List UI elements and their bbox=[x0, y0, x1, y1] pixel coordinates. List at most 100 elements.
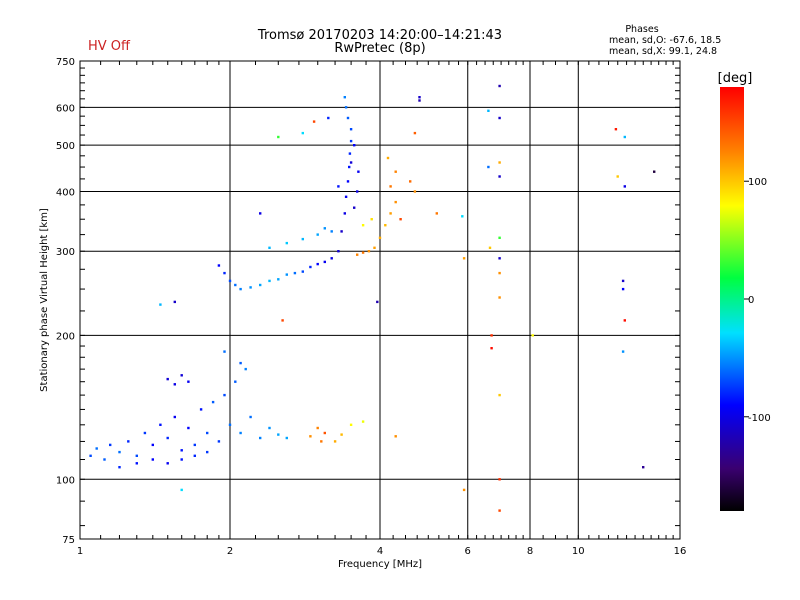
data-point bbox=[89, 454, 92, 457]
data-point bbox=[244, 367, 247, 371]
data-point bbox=[166, 462, 169, 465]
data-point bbox=[234, 380, 237, 383]
data-point bbox=[386, 156, 390, 160]
data-point bbox=[621, 350, 625, 353]
data-point bbox=[642, 466, 645, 469]
data-point bbox=[498, 175, 501, 178]
data-point bbox=[367, 250, 371, 253]
data-point bbox=[135, 454, 138, 457]
minor-ticks bbox=[80, 61, 680, 539]
data-point bbox=[621, 279, 625, 283]
data-point bbox=[151, 443, 154, 447]
data-point bbox=[118, 466, 121, 469]
y-tick-label: 500 bbox=[56, 141, 75, 152]
data-point bbox=[228, 423, 232, 426]
data-point bbox=[268, 246, 271, 249]
y-tick-label: 100 bbox=[56, 475, 75, 486]
data-point bbox=[373, 246, 376, 249]
data-point bbox=[323, 260, 326, 264]
data-point bbox=[316, 262, 319, 266]
data-point bbox=[151, 458, 154, 461]
data-point bbox=[301, 237, 304, 241]
data-point bbox=[353, 206, 356, 209]
data-point bbox=[461, 215, 464, 218]
data-point bbox=[206, 431, 209, 435]
data-point bbox=[173, 300, 176, 304]
y-axis-label: Stationary phase Virtual Height [km] bbox=[39, 208, 50, 392]
data-point bbox=[333, 440, 337, 443]
y-tick-label: 600 bbox=[56, 103, 75, 114]
data-point bbox=[356, 190, 359, 193]
data-point bbox=[281, 319, 284, 322]
x-tick-label: 16 bbox=[674, 546, 687, 557]
data-point bbox=[217, 440, 221, 443]
data-point bbox=[409, 180, 412, 183]
data-point bbox=[653, 170, 656, 173]
data-point bbox=[498, 478, 501, 481]
data-point bbox=[249, 286, 252, 289]
data-point bbox=[498, 116, 501, 120]
data-point bbox=[127, 440, 130, 443]
data-point bbox=[316, 426, 319, 430]
data-point bbox=[344, 106, 348, 109]
data-point bbox=[180, 488, 183, 492]
data-point bbox=[109, 443, 112, 447]
data-point bbox=[337, 185, 340, 188]
data-point bbox=[277, 278, 280, 281]
data-point bbox=[330, 230, 333, 233]
y-tick-label: 200 bbox=[56, 331, 75, 342]
colorbar-tick-label: 100 bbox=[748, 177, 767, 188]
data-point bbox=[623, 135, 626, 139]
data-point bbox=[399, 218, 402, 221]
data-point bbox=[343, 96, 346, 99]
data-point bbox=[118, 450, 121, 454]
data-point bbox=[462, 488, 466, 492]
data-point bbox=[413, 131, 417, 135]
y-tick-label: 75 bbox=[62, 535, 75, 546]
x-tick-label: 1 bbox=[77, 546, 83, 557]
data-point bbox=[239, 431, 242, 435]
data-point bbox=[418, 96, 421, 99]
data-point bbox=[337, 250, 340, 253]
data-point bbox=[370, 218, 373, 221]
colorbar-ticks: 100 0 -100 bbox=[744, 177, 771, 424]
data-point bbox=[384, 224, 387, 227]
data-point bbox=[259, 283, 262, 287]
data-point bbox=[301, 270, 304, 273]
data-point bbox=[435, 212, 438, 215]
data-point bbox=[330, 257, 333, 260]
data-point bbox=[285, 241, 288, 245]
data-point bbox=[498, 257, 501, 260]
x-tick-label: 8 bbox=[527, 546, 533, 557]
colorbar bbox=[720, 87, 744, 511]
data-point bbox=[323, 431, 326, 435]
data-point bbox=[621, 287, 625, 291]
data-point bbox=[159, 423, 162, 426]
data-point bbox=[143, 431, 147, 435]
data-point bbox=[498, 271, 501, 275]
data-point bbox=[223, 271, 226, 275]
data-point bbox=[490, 334, 493, 337]
data-point bbox=[180, 458, 183, 461]
colorbar-tick-label: -100 bbox=[748, 413, 771, 424]
data-point bbox=[418, 99, 421, 102]
data-point bbox=[293, 271, 297, 275]
data-point bbox=[166, 436, 169, 440]
data-point bbox=[623, 185, 626, 188]
data-point bbox=[285, 436, 288, 440]
phase-stats-o: mean, sd,O: -67.6, 18.5 bbox=[609, 35, 721, 46]
data-point bbox=[180, 374, 183, 377]
data-point bbox=[187, 380, 190, 383]
data-point bbox=[488, 246, 492, 249]
data-point bbox=[239, 361, 242, 365]
data-point bbox=[135, 462, 138, 465]
data-point bbox=[357, 170, 360, 173]
colorbar-tick-label: 0 bbox=[748, 295, 754, 306]
data-point bbox=[394, 435, 397, 438]
data-point bbox=[498, 509, 501, 512]
data-point bbox=[309, 435, 312, 438]
data-point bbox=[223, 350, 226, 353]
data-point bbox=[498, 84, 501, 88]
data-point bbox=[490, 347, 493, 350]
